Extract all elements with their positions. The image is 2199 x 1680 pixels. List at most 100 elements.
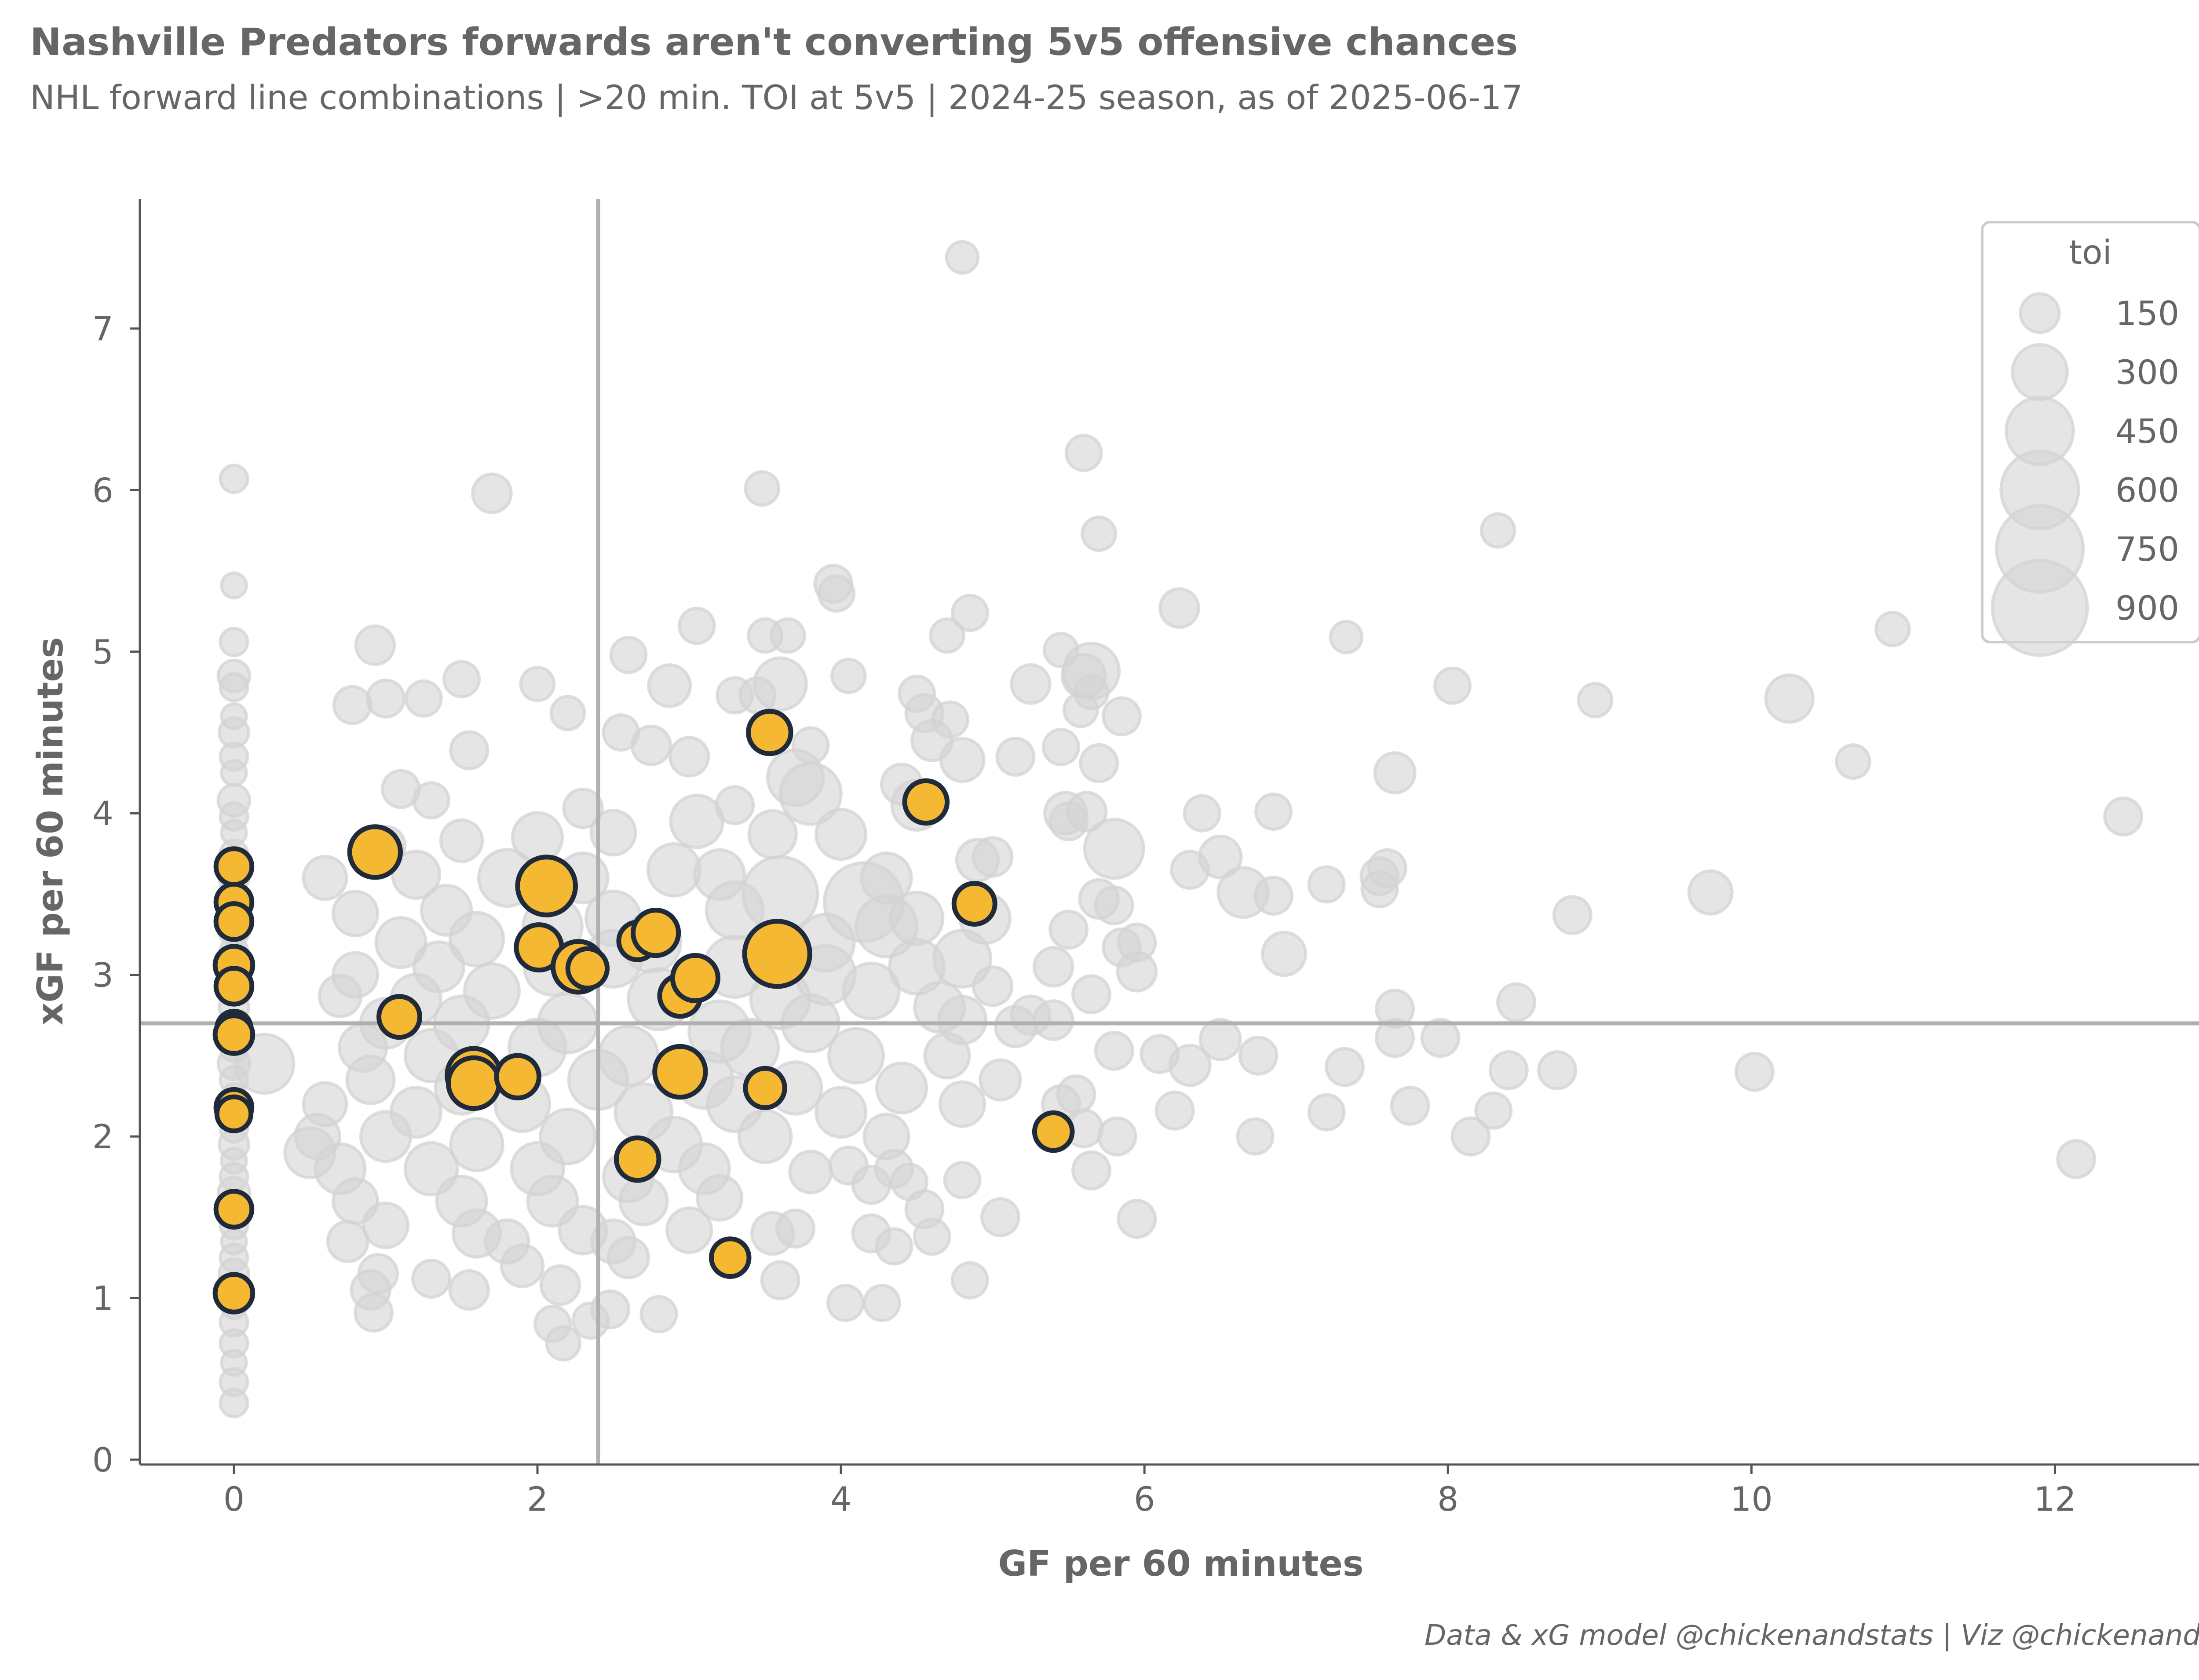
league-line-point — [943, 1161, 982, 1199]
y-tick-label: 6 — [92, 471, 113, 510]
league-line-point — [219, 1388, 249, 1418]
league-line-point — [412, 781, 450, 820]
predators-line-point — [347, 824, 403, 880]
league-line-point — [1734, 1052, 1775, 1092]
predators-line-point — [446, 1055, 502, 1111]
league-line-point — [471, 472, 513, 514]
league-line-point — [519, 665, 556, 702]
predators-line-point — [631, 908, 681, 958]
league-line-point — [1764, 673, 1815, 724]
x-ticks: 0 2 4 6 8 10 12 — [223, 1465, 2076, 1519]
predators-line-point — [212, 1013, 256, 1056]
legend-label: 900 — [2115, 588, 2179, 628]
league-line-point — [696, 1174, 744, 1222]
league-line-point — [359, 1110, 413, 1163]
league-line-point — [665, 1206, 713, 1254]
league-line-point — [972, 836, 1014, 878]
league-line-point — [929, 617, 966, 654]
predators-line-point — [709, 1236, 752, 1279]
league-line-point — [1010, 663, 1052, 705]
league-line-point — [932, 928, 993, 989]
league-line-point — [788, 1150, 833, 1194]
league-line-point — [1083, 818, 1145, 880]
league-line-point — [1687, 869, 1734, 916]
legend-marker — [1991, 559, 2089, 657]
y-tick-label: 0 — [92, 1440, 113, 1479]
league-line-point — [875, 1061, 928, 1114]
predators-line-point — [212, 1272, 256, 1315]
plot-area — [140, 199, 2199, 1465]
league-line-point — [1094, 885, 1134, 926]
league-line-point — [365, 678, 406, 719]
league-line-point — [1117, 1199, 1157, 1239]
legend-label: 300 — [2115, 353, 2179, 392]
x-tick-label: 0 — [223, 1479, 245, 1519]
league-line-point — [1835, 743, 1871, 780]
league-line-point — [939, 1080, 986, 1128]
league-line-point — [404, 679, 443, 718]
league-line-point — [775, 1209, 816, 1249]
league-line-point — [677, 606, 716, 645]
league-line-point — [744, 470, 781, 507]
league-line-point — [1154, 1090, 1195, 1131]
league-line-point — [1183, 794, 1221, 833]
league-line-point — [500, 1243, 545, 1288]
league-line-point — [302, 855, 348, 901]
league-line-point — [815, 1085, 868, 1139]
league-line-point — [1032, 946, 1074, 988]
chart-title: Nashville Predators forwards aren't conv… — [30, 20, 1518, 64]
league-line-point — [1158, 587, 1200, 629]
y-tick-label: 3 — [92, 956, 113, 995]
x-tick-label: 10 — [1730, 1479, 1773, 1519]
league-line-point — [1261, 931, 1308, 977]
league-line-point — [1325, 1047, 1365, 1087]
legend-label: 600 — [2115, 471, 2179, 510]
legend-marker — [2011, 343, 2069, 401]
league-line-point — [851, 1165, 891, 1205]
league-line-point — [1450, 1116, 1491, 1157]
league-line-point — [1373, 751, 1417, 795]
league-line-point — [332, 685, 373, 725]
league-line-point — [995, 737, 1036, 777]
league-line-point — [939, 737, 986, 783]
league-line-point — [1479, 512, 1516, 549]
league-line-point — [1537, 1050, 1578, 1090]
league-line-point — [669, 793, 725, 849]
reference-lines — [140, 199, 2199, 1465]
league-line-point — [1496, 982, 1536, 1023]
legend-title: toi — [2069, 233, 2111, 272]
league-line-point — [778, 762, 843, 826]
league-line-point — [769, 617, 806, 654]
predators-line-point — [1032, 1110, 1075, 1153]
league-line-point — [609, 635, 648, 674]
predators-line-point — [214, 1094, 254, 1133]
predators-line-point — [746, 709, 793, 756]
league-points-layer — [216, 240, 2144, 1418]
league-line-point — [815, 807, 868, 861]
league-line-point — [1168, 1044, 1212, 1087]
league-line-point — [539, 1264, 581, 1306]
predators-line-point — [565, 946, 610, 991]
league-line-point — [854, 894, 919, 959]
league-line-point — [972, 965, 1014, 1007]
x-tick-label: 4 — [830, 1479, 851, 1519]
x-axis-label: GF per 60 minutes — [998, 1543, 1364, 1584]
league-line-point — [220, 759, 248, 787]
league-line-point — [1048, 909, 1089, 950]
league-line-point — [826, 1284, 865, 1322]
y-tick-label: 1 — [92, 1279, 113, 1318]
league-line-point — [1577, 682, 1614, 719]
league-line-point — [1236, 1117, 1275, 1156]
league-line-point — [1062, 691, 1099, 728]
league-line-point — [545, 1325, 582, 1362]
legend-entries: 150 300 450 600 750 900 — [1991, 292, 2179, 657]
league-line-point — [618, 1176, 669, 1227]
league-line-point — [1238, 1035, 1278, 1076]
league-line-point — [1253, 876, 1293, 916]
league-line-point — [945, 240, 980, 275]
league-line-point — [646, 842, 702, 898]
league-line-point — [979, 1058, 1022, 1102]
league-line-point — [549, 695, 586, 731]
legend-label: 150 — [2115, 294, 2179, 333]
